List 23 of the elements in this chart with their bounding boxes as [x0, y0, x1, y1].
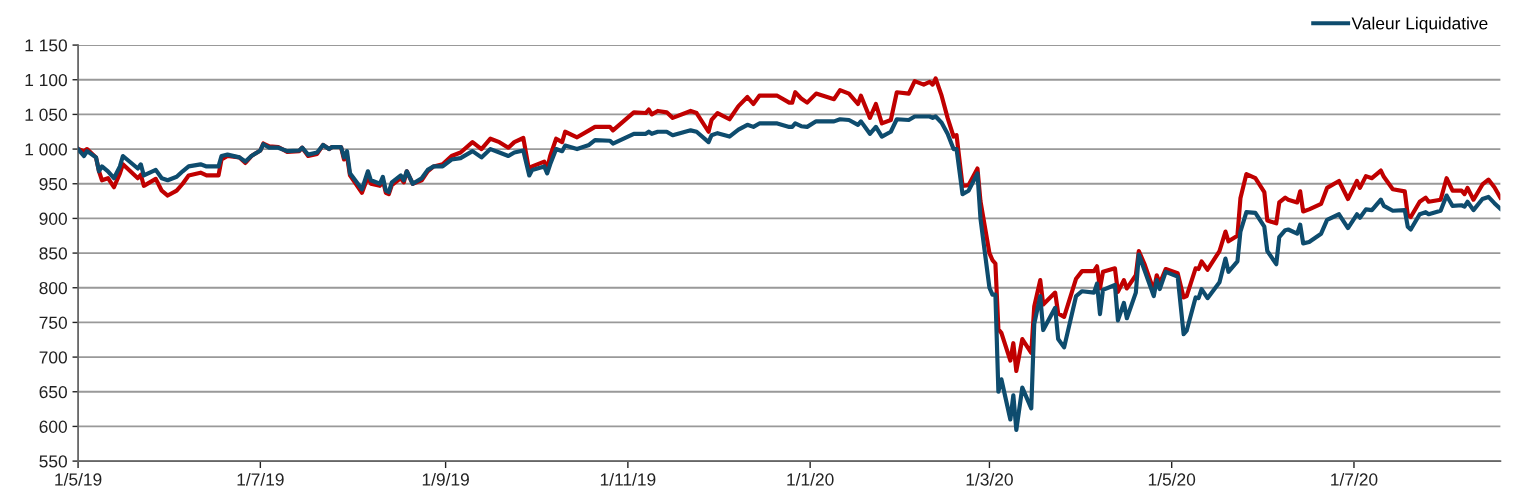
- y-tick-label: 1 050: [25, 108, 67, 121]
- line-series: [78, 114, 1501, 432]
- x-tick-label: 1/5/19: [55, 472, 102, 486]
- y-tick-label: 1 100: [25, 73, 67, 87]
- y-tick-label: 550: [39, 455, 67, 468]
- x-tick-label: 1/7/20: [1331, 472, 1378, 486]
- y-tick-label: 750: [39, 316, 67, 329]
- x-tick-label: 1/9/19: [422, 472, 469, 486]
- y-tick-label: 1 000: [25, 143, 67, 156]
- y-tick-label: 600: [39, 420, 67, 433]
- y-tick-label: 650: [39, 385, 67, 399]
- y-tick-label: 1 150: [25, 39, 67, 52]
- y-tick-label: 800: [39, 281, 67, 295]
- legend-label: Valeur Liquidative: [1351, 16, 1488, 33]
- x-tick-label: 1/3/20: [966, 472, 1013, 486]
- y-tick-label: 700: [39, 351, 67, 364]
- x-tick-label: 1/5/20: [1148, 472, 1196, 486]
- y-tick-label: 900: [39, 212, 67, 225]
- x-tick-label: 1/11/19: [600, 472, 656, 486]
- x-tick-label: 1/7/19: [237, 472, 284, 486]
- x-tick-label: 1/1/20: [787, 472, 834, 486]
- y-tick-label: 850: [39, 247, 67, 260]
- y-tick-label: 950: [39, 177, 67, 191]
